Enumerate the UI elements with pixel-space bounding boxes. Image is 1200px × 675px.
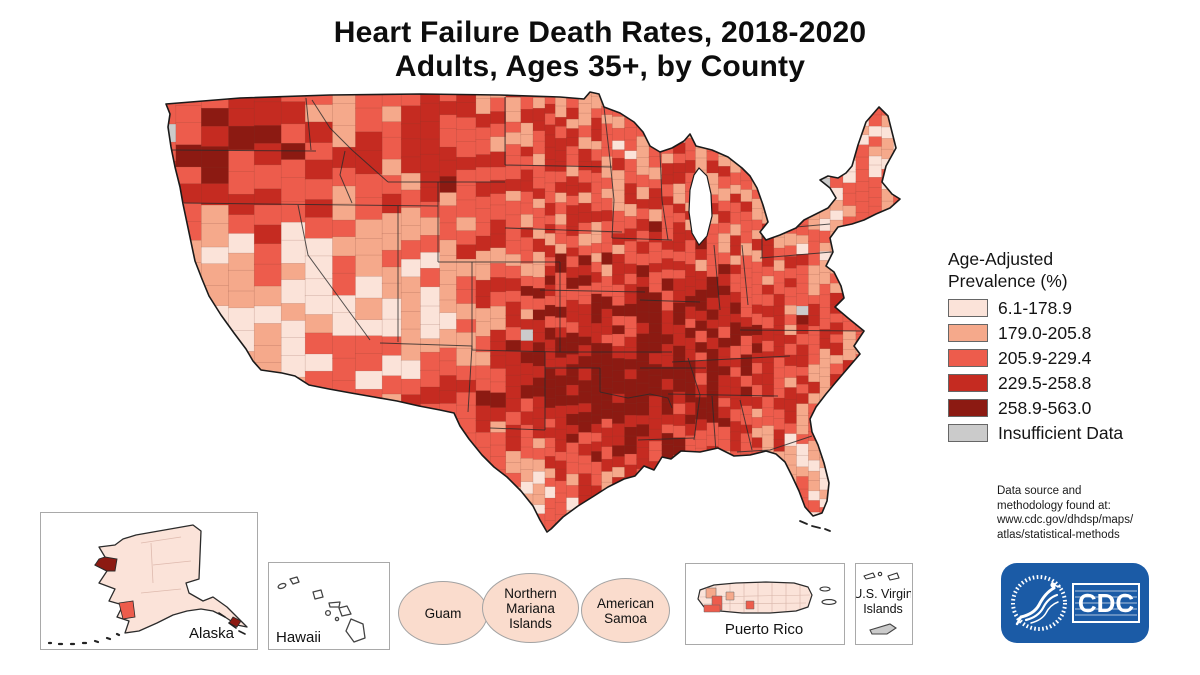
alaska-dark-red-county (94, 556, 118, 572)
inset-puerto-rico: Puerto Rico (685, 563, 845, 645)
legend-items: 6.1-178.9 179.0-205.8 205.9-229.4 229.5-258… (948, 297, 1198, 443)
inset-label-guam: Guam (424, 605, 462, 621)
legend: Age-Adjusted Prevalence (%) 6.1-178.9 179… (948, 248, 1198, 450)
panhandle-islands (218, 612, 246, 635)
hawaii-islands (277, 576, 366, 643)
inset-guam: Guam (398, 581, 488, 645)
legend-title-line-1: Age-Adjusted (948, 249, 1054, 269)
state-borders (169, 97, 863, 453)
legend-item: Insufficient Data (948, 422, 1198, 443)
inset-label-puerto-rico: Puerto Rico (725, 621, 803, 638)
legend-title: Age-Adjusted Prevalence (%) (948, 248, 1198, 292)
legend-item: 229.5-258.8 (948, 372, 1198, 393)
cdc-logo: CDC (1001, 563, 1149, 643)
alaska-county-lines (140, 536, 192, 594)
pr-red-county-3 (745, 600, 755, 610)
inset-alaska: Alaska (40, 512, 258, 650)
florida-keys (799, 520, 831, 532)
inset-northern-mariana-islands: Northern Mariana Islands (482, 573, 579, 643)
legend-label: 6.1-178.9 (998, 297, 1072, 318)
inset-label-alaska: Alaska (189, 625, 235, 642)
alaska-red-county (118, 600, 136, 620)
legend-swatch (948, 299, 988, 317)
usvi-st-croix (869, 623, 897, 635)
cdc-wordmark: CDC (1072, 583, 1140, 623)
source-note-line-1: Data source and (997, 485, 1082, 497)
alaska-map: Alaska (47, 524, 248, 646)
title-line-1: Heart Failure Death Rates, 2018-2020 (333, 16, 867, 49)
legend-label: 258.9-563.0 (998, 397, 1092, 418)
cdc-logo-graphic: CDC (1001, 563, 1149, 643)
title-line-2: Adults, Ages 35+, by County (394, 49, 806, 83)
usvi-north-islands (863, 571, 900, 581)
hawaii-map: Hawaii (276, 576, 366, 646)
inset-label-usvi-line-2: Islands (863, 602, 903, 616)
legend-item: 205.9-229.4 (948, 347, 1198, 368)
legend-label: 205.9-229.4 (998, 347, 1092, 368)
legend-label: 179.0-205.8 (998, 322, 1092, 343)
legend-swatch (948, 349, 988, 367)
legend-item: 179.0-205.8 (948, 322, 1198, 343)
pr-salmon-county-2 (725, 591, 735, 601)
puerto-rico-map: Puerto Rico (697, 581, 837, 638)
source-note-line-3: www.cdc.gov/dhdsp/maps/ (997, 514, 1134, 526)
legend-swatch (948, 324, 988, 342)
legend-item: 258.9-563.0 (948, 397, 1198, 418)
legend-label: 229.5-258.8 (998, 372, 1092, 393)
legend-swatch (948, 424, 988, 442)
legend-label: Insufficient Data (998, 422, 1124, 443)
inset-american-samoa: American Samoa (581, 578, 670, 643)
pr-outlying-islands (819, 586, 837, 605)
inset-label-hawaii: Hawaii (276, 629, 321, 646)
aleutian-islands (47, 632, 121, 646)
us-outline (165, 91, 901, 533)
inset-usvi: U.S. Virgin Islands (853, 563, 913, 645)
legend-title-line-2: Prevalence (%) (948, 271, 1068, 291)
usvi-map: U.S. Virgin Islands (853, 571, 913, 635)
page-title: Heart Failure Death Rates, 2018-2020 Adu… (0, 16, 1200, 83)
source-note: Data source and methodology found at: ww… (997, 484, 1133, 542)
county-cells (166, 92, 900, 532)
inset-label-samoa: American Samoa (596, 595, 655, 626)
cdc-logo-text: CDC (1078, 588, 1135, 618)
inset-label-usvi-line-1: U.S. Virgin (856, 587, 911, 601)
legend-swatch (948, 399, 988, 417)
source-note-line-4: atlas/statistical-methods (997, 528, 1120, 541)
inset-hawaii: Hawaii (268, 562, 390, 650)
lake-michigan (688, 167, 713, 247)
legend-swatch (948, 374, 988, 392)
hhs-emblem-icon (1011, 575, 1067, 631)
pr-red-county-2 (703, 604, 721, 613)
source-note-line-2: methodology found at: (997, 499, 1111, 512)
legend-item: 6.1-178.9 (948, 297, 1198, 318)
inset-label-nmi: Northern Mariana Islands (504, 585, 557, 631)
